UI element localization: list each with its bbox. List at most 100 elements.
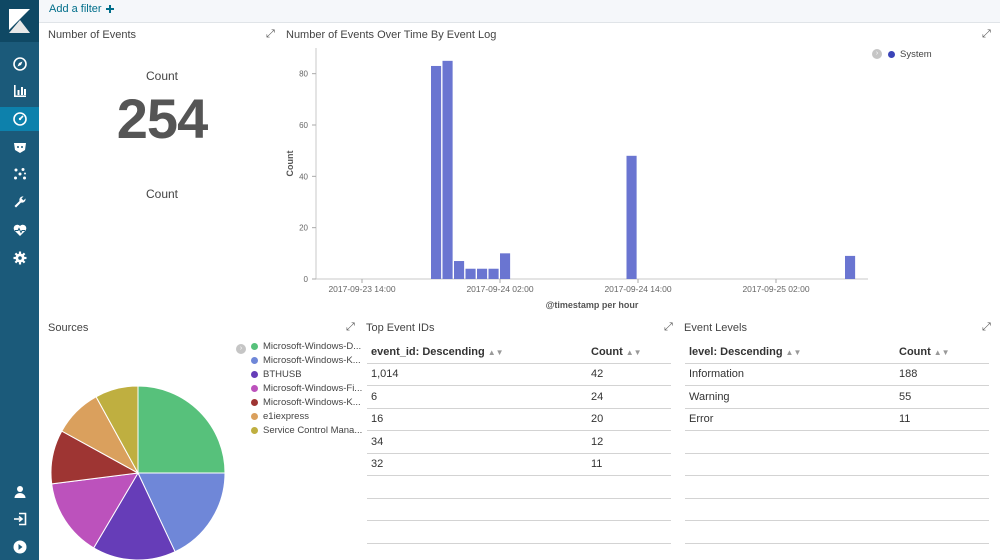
legend-item[interactable]: BTHUSB: [251, 367, 362, 381]
expand-icon[interactable]: ⤢: [982, 28, 991, 40]
legend-item[interactable]: e1iexpress: [251, 409, 362, 423]
column-header-count[interactable]: Count ▲▼: [587, 341, 671, 364]
table-row: [685, 453, 989, 476]
kibana-logo[interactable]: [0, 0, 39, 42]
legend-dot: [888, 50, 895, 58]
metric-label-bottom: Count: [145, 187, 179, 201]
table-cell: [587, 475, 671, 499]
legend-toggle-icon[interactable]: ›: [872, 49, 882, 59]
legend-dot: [251, 356, 258, 364]
expand-icon[interactable]: ⤢: [346, 321, 355, 333]
legend-item[interactable]: Microsoft-Windows-K...: [251, 395, 362, 409]
sort-icon: ▲▼: [625, 347, 642, 357]
table-cell: Error: [685, 408, 895, 431]
legend-dot: [251, 426, 258, 434]
x-tick-label: 2017-09-25 02:00: [742, 284, 809, 294]
y-axis-label: Count: [285, 151, 295, 177]
table-cell: 1,014: [367, 363, 587, 386]
legend-label: BTHUSB: [263, 368, 302, 380]
expand-icon[interactable]: ⤢: [266, 28, 275, 40]
panel-title-events: Number of Events: [48, 29, 137, 41]
event-levels-table: level: Descending ▲▼ Count ▲▼ Information 1…: [685, 341, 989, 544]
metric-label-top: Count: [145, 69, 179, 83]
table-cell: [685, 475, 895, 499]
sources-legend: Microsoft-Windows-D... Microsoft-Windows-…: [251, 339, 362, 437]
table-row: [367, 520, 671, 544]
x-tick-label: 2017-09-23 14:00: [328, 284, 395, 294]
table-cell: [895, 430, 989, 454]
bar: [465, 268, 476, 279]
sidebar-item-graph[interactable]: [0, 162, 39, 186]
table-row: Error 11: [685, 408, 989, 431]
pie-slice: [51, 472, 139, 549]
table-cell: [367, 498, 587, 521]
expand-icon[interactable]: ⤢: [982, 321, 991, 333]
pie-slice: [137, 472, 226, 553]
legend-label: Microsoft-Windows-K...: [263, 354, 361, 366]
bar: [477, 268, 488, 279]
column-header-count[interactable]: Count ▲▼: [895, 341, 989, 364]
legend-dot: [251, 370, 258, 378]
legend-dot: [251, 384, 258, 392]
table-row: [367, 475, 671, 499]
table-cell: [685, 520, 895, 544]
sidebar-item-visualize[interactable]: [0, 79, 39, 103]
table-cell: [895, 453, 989, 476]
sidebar-item-monitoring[interactable]: [0, 218, 39, 242]
table-row: [685, 498, 989, 521]
legend-item[interactable]: Microsoft-Windows-Fi...: [251, 381, 362, 395]
sidebar-item-dashboard[interactable]: [0, 107, 39, 131]
expand-icon[interactable]: ⤢: [664, 321, 673, 333]
legend-item[interactable]: Microsoft-Windows-K...: [251, 353, 362, 367]
column-header-event-id[interactable]: event_id: Descending ▲▼: [367, 341, 587, 364]
dashboard-icon: [12, 112, 27, 126]
table-row: [685, 430, 989, 454]
sidebar-item-management[interactable]: [0, 246, 39, 270]
sidebar-item-logout[interactable]: [0, 507, 39, 531]
legend-item-system[interactable]: › System: [872, 47, 932, 61]
y-tick-label: 0: [304, 275, 309, 284]
legend-item[interactable]: Service Control Mana...: [251, 423, 362, 437]
compass-icon: [12, 57, 27, 71]
gear-icon: [13, 251, 26, 265]
table-cell: 188: [895, 363, 989, 386]
legend-dot: [251, 398, 258, 406]
table-row: 34 12: [367, 430, 671, 454]
table-cell: [685, 430, 895, 454]
sort-icon: ▲▼: [487, 347, 504, 357]
sidebar-item-timelion[interactable]: [0, 135, 39, 159]
legend-label: Microsoft-Windows-Fi...: [263, 382, 363, 394]
legend-item[interactable]: Microsoft-Windows-D...: [251, 339, 362, 353]
pie-slice: [137, 385, 226, 474]
bar: [442, 60, 453, 279]
bar: [488, 268, 499, 279]
table-cell: 12: [587, 430, 671, 454]
bar-chart-icon: [13, 85, 26, 97]
table-cell: Information: [685, 363, 895, 386]
metric-value: 254: [116, 87, 208, 150]
panel-title-levels: Event Levels: [684, 322, 747, 334]
table-cell: 20: [587, 408, 671, 431]
sidebar-item-user[interactable]: [0, 480, 39, 504]
table-row: 16 20: [367, 408, 671, 431]
table-row: Warning 55: [685, 385, 989, 409]
filter-bar: Add a filter: [39, 0, 1000, 23]
timeline-chart: 0 20 40 60 80 2017-09-23 14:00 2017-09-24 02:0…: [285, 48, 868, 310]
table-cell: 34: [367, 430, 587, 454]
kibana-logo-icon: [9, 9, 30, 33]
sidebar-collapse[interactable]: [0, 535, 39, 559]
sidebar-item-dev-tools[interactable]: [0, 190, 39, 214]
top-event-ids-table: event_id: Descending ▲▼ Count ▲▼ 1,014 42 6 2…: [367, 341, 671, 544]
pie-slice: [95, 385, 139, 474]
add-filter-link[interactable]: Add a filter: [49, 3, 114, 15]
table-cell: [685, 453, 895, 476]
x-axis-label: @timestamp per hour: [546, 300, 639, 310]
table-row: 1,014 42: [367, 363, 671, 386]
sidebar-item-discover[interactable]: [0, 52, 39, 76]
table-cell: 16: [367, 408, 587, 431]
legend-dot: [251, 412, 258, 420]
table-row: 32 11: [367, 453, 671, 476]
bar: [500, 253, 511, 279]
column-header-level[interactable]: level: Descending ▲▼: [685, 341, 895, 364]
legend-toggle-icon[interactable]: ›: [236, 344, 246, 354]
